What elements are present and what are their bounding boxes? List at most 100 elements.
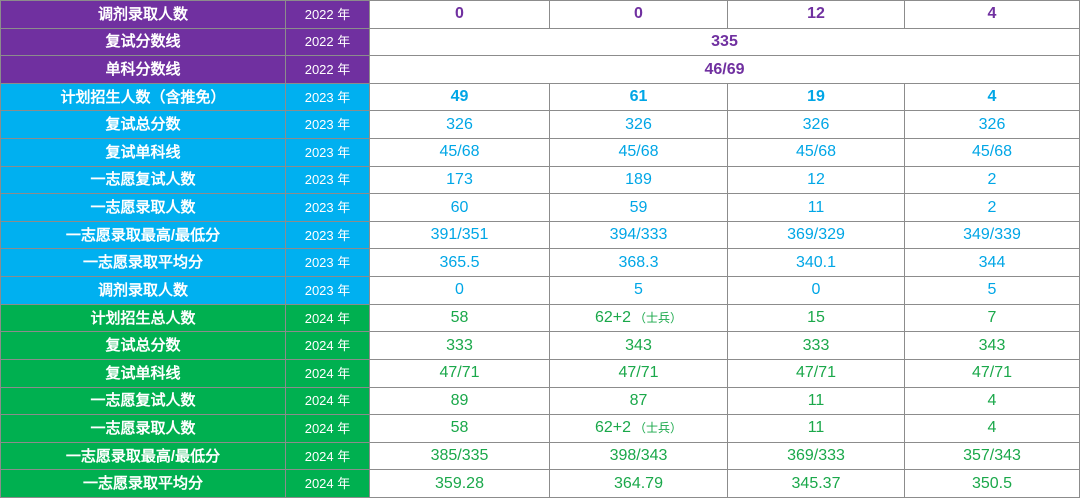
cell-value: 87 xyxy=(629,391,648,409)
row-label: 一志愿复试人数 xyxy=(0,386,286,416)
cell-value: 11 xyxy=(807,198,825,216)
row-year: 2023 年 xyxy=(285,138,370,167)
cell-value: 345.37 xyxy=(791,474,841,492)
value-cell: 11 xyxy=(727,414,905,443)
row-label: 复试分数线 xyxy=(0,27,286,57)
cell-value: 47/71 xyxy=(618,364,659,382)
value-cell: 4 xyxy=(904,0,1080,29)
cell-value: 385/335 xyxy=(430,447,489,465)
cell-value: 173 xyxy=(446,170,473,188)
value-cell: 5 xyxy=(549,276,728,305)
value-cell: 385/335 xyxy=(369,441,550,471)
value-cell: 2 xyxy=(904,165,1080,195)
table-row: 一志愿录取平均分 2023 年 365.5 368.3 340.1 344 xyxy=(0,248,1080,278)
value-cell: 173 xyxy=(369,165,550,195)
row-label: 计划招生总人数 xyxy=(0,303,286,333)
row-year: 2022 年 xyxy=(285,27,370,57)
cell-value: 333 xyxy=(446,336,473,354)
row-label: 复试单科线 xyxy=(0,358,286,388)
value-cell: 349/339 xyxy=(904,220,1080,250)
value-cell: 365.5 xyxy=(369,248,550,278)
value-cell: 398/343 xyxy=(549,441,728,471)
row-label: 计划招生人数（含推免） xyxy=(0,82,286,112)
cell-value: 326 xyxy=(802,115,830,133)
cell-value: 326 xyxy=(625,115,652,133)
cell-value: 12 xyxy=(807,170,825,188)
cell-value: 11 xyxy=(807,391,825,409)
value-cell: 47/71 xyxy=(549,358,728,388)
value-cell: 368.3 xyxy=(549,248,728,278)
cell-value: 47/71 xyxy=(795,364,837,382)
value-cell: 340.1 xyxy=(727,248,905,278)
value-cell: 11 xyxy=(727,386,905,416)
value-cell: 87 xyxy=(549,386,728,416)
row-label: 调剂录取人数 xyxy=(0,276,286,305)
row-year: 2023 年 xyxy=(285,220,370,250)
table-row: 计划招生人数（含推免） 2023 年 49 61 19 4 xyxy=(0,82,1080,112)
cell-value: 4 xyxy=(987,88,997,106)
cell-value: 62+2 xyxy=(594,419,632,437)
value-cell: 4 xyxy=(904,386,1080,416)
cell-value: 326 xyxy=(978,115,1006,133)
table-row: 调剂录取人数 2023 年 0 5 0 5 xyxy=(0,276,1080,305)
value-cell: 344 xyxy=(904,248,1080,278)
row-year: 2024 年 xyxy=(285,303,370,333)
table-row: 一志愿录取人数 2023 年 60 59 11 2 xyxy=(0,193,1080,222)
value-cell: 5 xyxy=(904,276,1080,305)
value-cell: 47/71 xyxy=(369,358,550,388)
row-label: 一志愿录取最高/最低分 xyxy=(0,220,286,250)
cell-value: 349/339 xyxy=(963,226,1021,244)
cell-value: 19 xyxy=(807,88,825,106)
value-cell: 0 xyxy=(369,0,550,29)
cell-value: 350.5 xyxy=(971,474,1013,492)
value-cell: 345.37 xyxy=(727,469,905,498)
value-cell: 62+2 （士兵） xyxy=(549,303,728,333)
table-row: 复试总分数 2023 年 326 326 326 326 xyxy=(0,110,1080,140)
row-year: 2024 年 xyxy=(285,358,370,388)
cell-value: 398/343 xyxy=(609,447,668,465)
value-cell: 0 xyxy=(727,276,905,305)
cell-value: 11 xyxy=(807,419,825,437)
table-row: 复试单科线 2024 年 47/71 47/71 47/71 47/71 xyxy=(0,358,1080,388)
value-cell: 11 xyxy=(727,193,905,222)
merged-value-cell: 46/69 xyxy=(369,55,1080,84)
value-cell: 89 xyxy=(369,386,550,416)
value-cell: 47/71 xyxy=(904,358,1080,388)
cell-value: 58 xyxy=(450,309,469,326)
cell-value: 45/68 xyxy=(439,143,480,161)
table-row: 一志愿录取平均分 2024 年 359.28 364.79 345.37 350.5 xyxy=(0,469,1080,498)
cell-value: 47/71 xyxy=(971,364,1013,382)
table-row: 复试分数线 2022 年 335 xyxy=(0,27,1080,57)
cell-value: 4 xyxy=(987,391,997,409)
row-label: 一志愿录取人数 xyxy=(0,414,286,443)
cell-value: 344 xyxy=(978,253,1006,271)
row-label: 一志愿录取平均分 xyxy=(0,469,286,498)
cell-value: 4 xyxy=(987,419,997,437)
table-row: 调剂录取人数 2022 年 0 0 12 4 xyxy=(0,0,1080,29)
value-cell: 47/71 xyxy=(727,358,905,388)
value-cell: 15 xyxy=(727,303,905,333)
merged-value-cell: 335 xyxy=(369,27,1080,57)
row-label: 单科分数线 xyxy=(0,55,286,84)
value-cell: 61 xyxy=(549,82,728,112)
value-cell: 60 xyxy=(369,193,550,222)
value-cell: 350.5 xyxy=(904,469,1080,498)
cell-value: 5 xyxy=(987,281,997,299)
value-cell: 189 xyxy=(549,165,728,195)
row-year: 2024 年 xyxy=(285,386,370,416)
cell-value: 0 xyxy=(634,5,643,23)
row-label: 复试单科线 xyxy=(0,138,286,167)
cell-value: 61 xyxy=(629,88,648,106)
value-cell: 58 xyxy=(369,414,550,443)
value-cell: 59 xyxy=(549,193,728,222)
value-cell: 45/68 xyxy=(369,138,550,167)
table-row: 一志愿录取人数 2024 年 58 62+2 （士兵） 11 4 xyxy=(0,414,1080,443)
cell-value: 7 xyxy=(987,309,997,326)
cell-value: 343 xyxy=(978,336,1006,354)
cell-value: 89 xyxy=(450,391,469,409)
cell-value: 2 xyxy=(987,170,997,188)
row-year: 2023 年 xyxy=(285,110,370,140)
row-label: 一志愿录取最高/最低分 xyxy=(0,441,286,471)
cell-value: 47/71 xyxy=(439,364,480,382)
